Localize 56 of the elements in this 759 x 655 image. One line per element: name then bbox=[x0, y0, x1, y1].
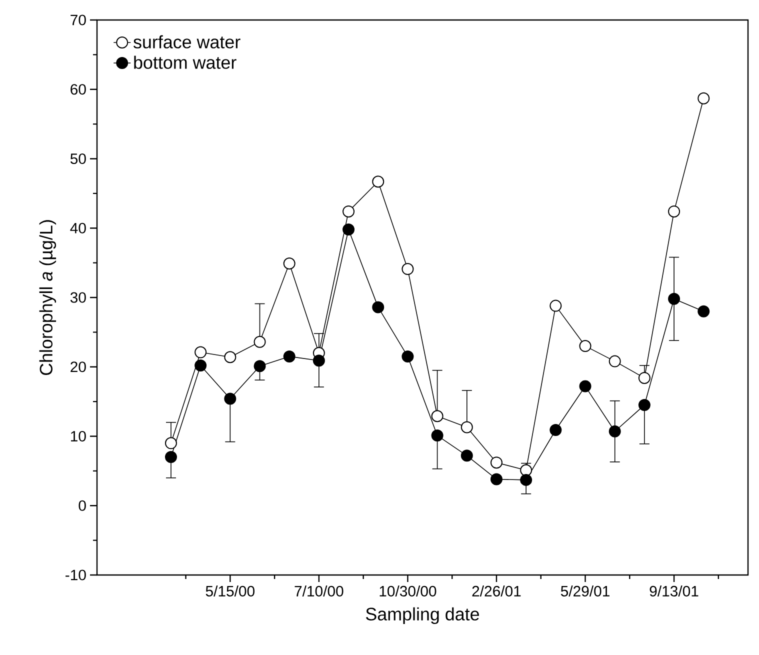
x-tick-label: 5/29/01 bbox=[560, 586, 610, 596]
legend-label: surface water bbox=[134, 35, 240, 48]
y-tick-label: 30 bbox=[70, 292, 86, 303]
x-axis-title: Sampling date bbox=[366, 607, 479, 624]
point bbox=[312, 354, 325, 367]
point bbox=[608, 355, 621, 368]
point bbox=[608, 425, 621, 438]
point bbox=[460, 450, 473, 462]
x-tick-label: 10/30/00 bbox=[380, 586, 436, 596]
y-axis-title: Chlorophyll a (µg/L) bbox=[39, 220, 56, 376]
y-tick-label: 10 bbox=[71, 430, 86, 442]
x-tick-label: 5/15/00 bbox=[206, 586, 254, 596]
y-tick-label: 70 bbox=[70, 14, 86, 26]
point bbox=[194, 346, 207, 358]
legend-label: bottom water bbox=[134, 56, 236, 69]
point bbox=[402, 350, 414, 362]
point bbox=[638, 399, 650, 412]
point bbox=[668, 292, 680, 305]
x-tick-label: 9/13/01 bbox=[650, 586, 698, 596]
point bbox=[372, 301, 384, 314]
y-tick-label: 20 bbox=[70, 362, 86, 372]
point bbox=[194, 359, 207, 372]
point bbox=[520, 464, 532, 476]
y-tick-label: 50 bbox=[70, 153, 86, 164]
point bbox=[550, 424, 562, 436]
point bbox=[431, 430, 444, 442]
point bbox=[579, 340, 592, 352]
point bbox=[520, 474, 532, 486]
x-tick-label: 7/10/00 bbox=[294, 586, 344, 596]
point bbox=[698, 92, 710, 104]
point bbox=[431, 410, 444, 422]
y-tick-label: 0 bbox=[78, 500, 86, 511]
y-tick-label: 60 bbox=[70, 84, 86, 95]
point bbox=[283, 257, 296, 270]
point bbox=[460, 421, 473, 434]
point bbox=[579, 380, 592, 392]
point bbox=[698, 305, 710, 318]
point bbox=[490, 456, 502, 469]
y-tick-label: -10 bbox=[66, 570, 86, 580]
point bbox=[372, 176, 384, 188]
point bbox=[638, 372, 650, 384]
point bbox=[254, 360, 266, 372]
x-tick-label: 2/26/01 bbox=[472, 586, 521, 596]
point bbox=[490, 473, 502, 486]
point bbox=[402, 263, 414, 276]
point bbox=[224, 351, 236, 364]
point bbox=[254, 336, 266, 348]
point bbox=[668, 205, 680, 218]
point bbox=[224, 392, 236, 405]
point bbox=[164, 437, 177, 450]
y-tick-label: 40 bbox=[70, 222, 86, 234]
point bbox=[550, 300, 562, 312]
point bbox=[342, 205, 355, 218]
point bbox=[342, 224, 355, 236]
point bbox=[164, 451, 177, 464]
point bbox=[283, 350, 296, 362]
